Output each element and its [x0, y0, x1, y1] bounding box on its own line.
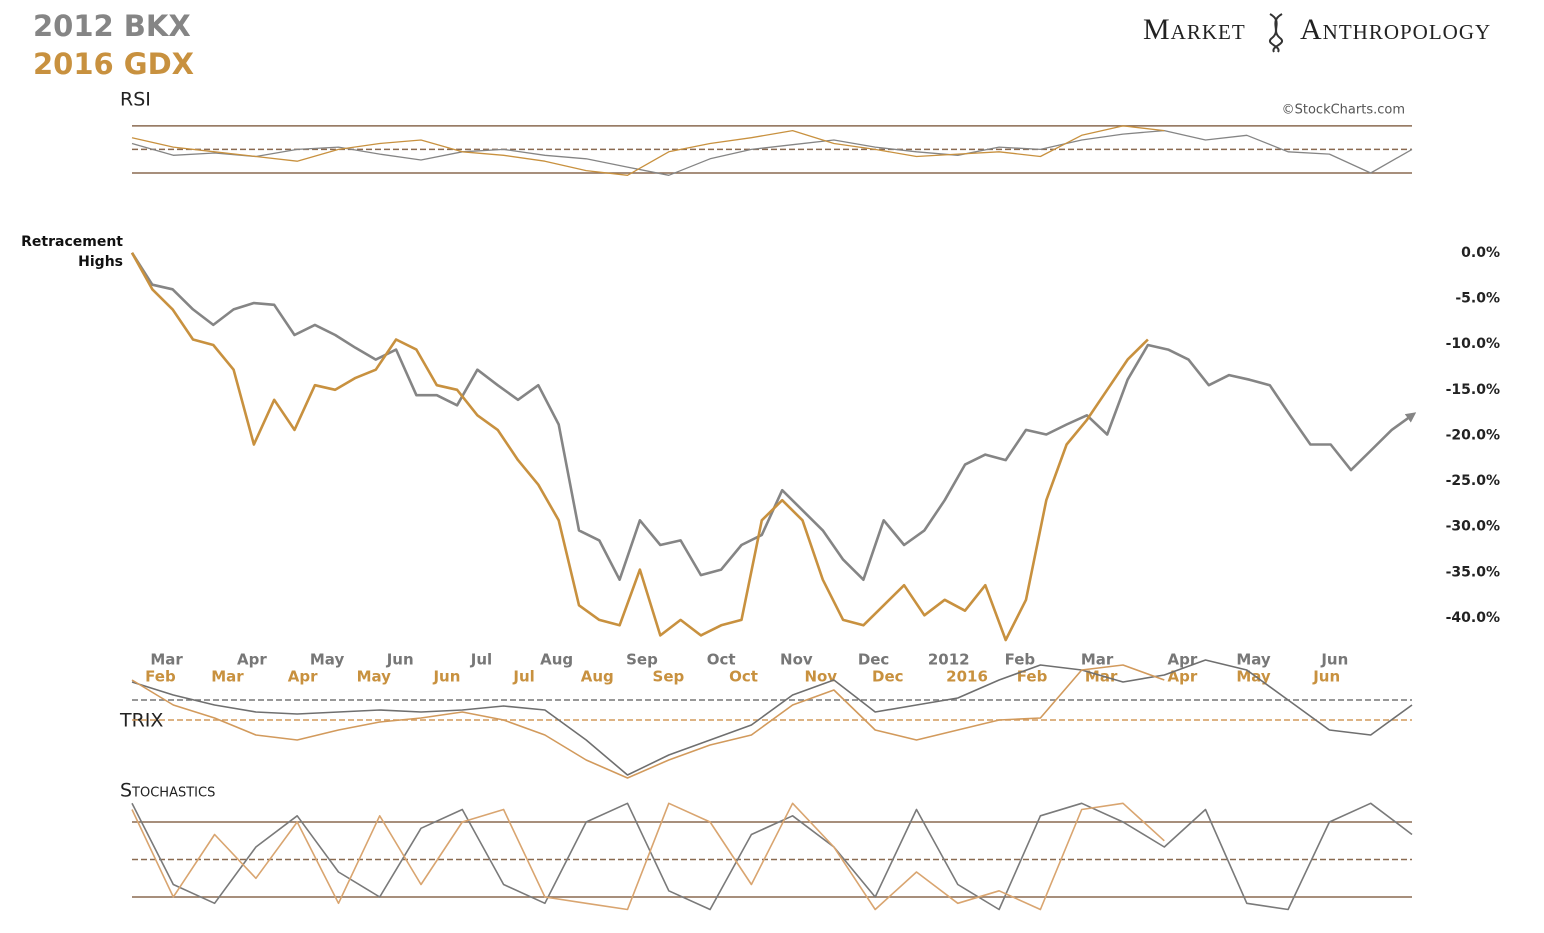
- x-tick-label: Jul: [512, 668, 534, 686]
- x-tick-label: Apr: [288, 668, 318, 686]
- x-tick-label: Dec: [858, 651, 890, 669]
- y-tick-label: -35.0%: [1446, 564, 1500, 580]
- x-tick-label: Aug: [540, 651, 573, 669]
- x-tick-label: Mar: [211, 668, 244, 686]
- x-tick-label: May: [310, 651, 345, 669]
- y-tick-label: -40.0%: [1446, 610, 1500, 626]
- x-tick-label: Apr: [1168, 651, 1198, 669]
- x-tick-label: 2016: [946, 668, 988, 686]
- series-line: [130, 252, 1417, 581]
- x-tick-label: May: [357, 668, 392, 686]
- y-tick-label: -15.0%: [1446, 382, 1500, 398]
- x-tick-label: Nov: [804, 668, 837, 686]
- x-tick-label: Feb: [145, 668, 176, 686]
- panel-title: RSI: [120, 89, 151, 111]
- x-tick-label: Apr: [1168, 668, 1198, 686]
- annotation: Retracement Highs: [21, 234, 123, 270]
- x-tick-label: 2012: [928, 651, 970, 669]
- x-tick-label: Sep: [626, 651, 658, 669]
- series-line: [131, 664, 1165, 779]
- x-tick-label: Jul: [470, 651, 492, 669]
- x-tick-label: Feb: [1005, 651, 1036, 669]
- y-tick-label: -25.0%: [1446, 473, 1500, 489]
- x-tick-label: Feb: [1017, 668, 1048, 686]
- x-tick-label: Aug: [581, 668, 614, 686]
- x-tick-label: Jun: [432, 668, 460, 686]
- x-tick-label: Mar: [150, 651, 183, 669]
- x-tick-label: Mar: [1081, 651, 1114, 669]
- x-tick-label: Apr: [237, 651, 267, 669]
- series-line: [131, 802, 1165, 911]
- x-tick-label: Oct: [707, 651, 736, 669]
- y-tick-label: 0.0%: [1461, 245, 1500, 261]
- logo-icon: [1269, 13, 1283, 53]
- x-tick-label: Nov: [780, 651, 813, 669]
- series-line: [131, 802, 1413, 911]
- series-line: [131, 125, 1165, 176]
- y-tick-label: -10.0%: [1446, 336, 1500, 352]
- legend-entry: 2012 BKX: [33, 9, 191, 43]
- x-tick-label: May: [1236, 651, 1271, 669]
- x-tick-label: Jun: [1312, 668, 1340, 686]
- series-line: [131, 659, 1413, 776]
- panel-title: Stochastics: [120, 780, 215, 802]
- legend-entry: 2016 GDX: [33, 47, 194, 81]
- x-tick-label: Dec: [872, 668, 904, 686]
- y-tick-label: -30.0%: [1446, 519, 1500, 535]
- series-line: [130, 252, 1149, 642]
- x-tick-label: Jun: [1320, 651, 1348, 669]
- logo-right: Anthropology: [1300, 13, 1491, 46]
- x-tick-label: Sep: [653, 668, 685, 686]
- logo-left: Market: [1143, 13, 1246, 46]
- source: ©StockCharts.com: [1282, 103, 1405, 118]
- x-tick-label: Jun: [386, 651, 414, 669]
- y-tick-label: -5.0%: [1455, 290, 1500, 306]
- y-tick-label: -20.0%: [1446, 427, 1500, 443]
- x-tick-label: Oct: [729, 668, 758, 686]
